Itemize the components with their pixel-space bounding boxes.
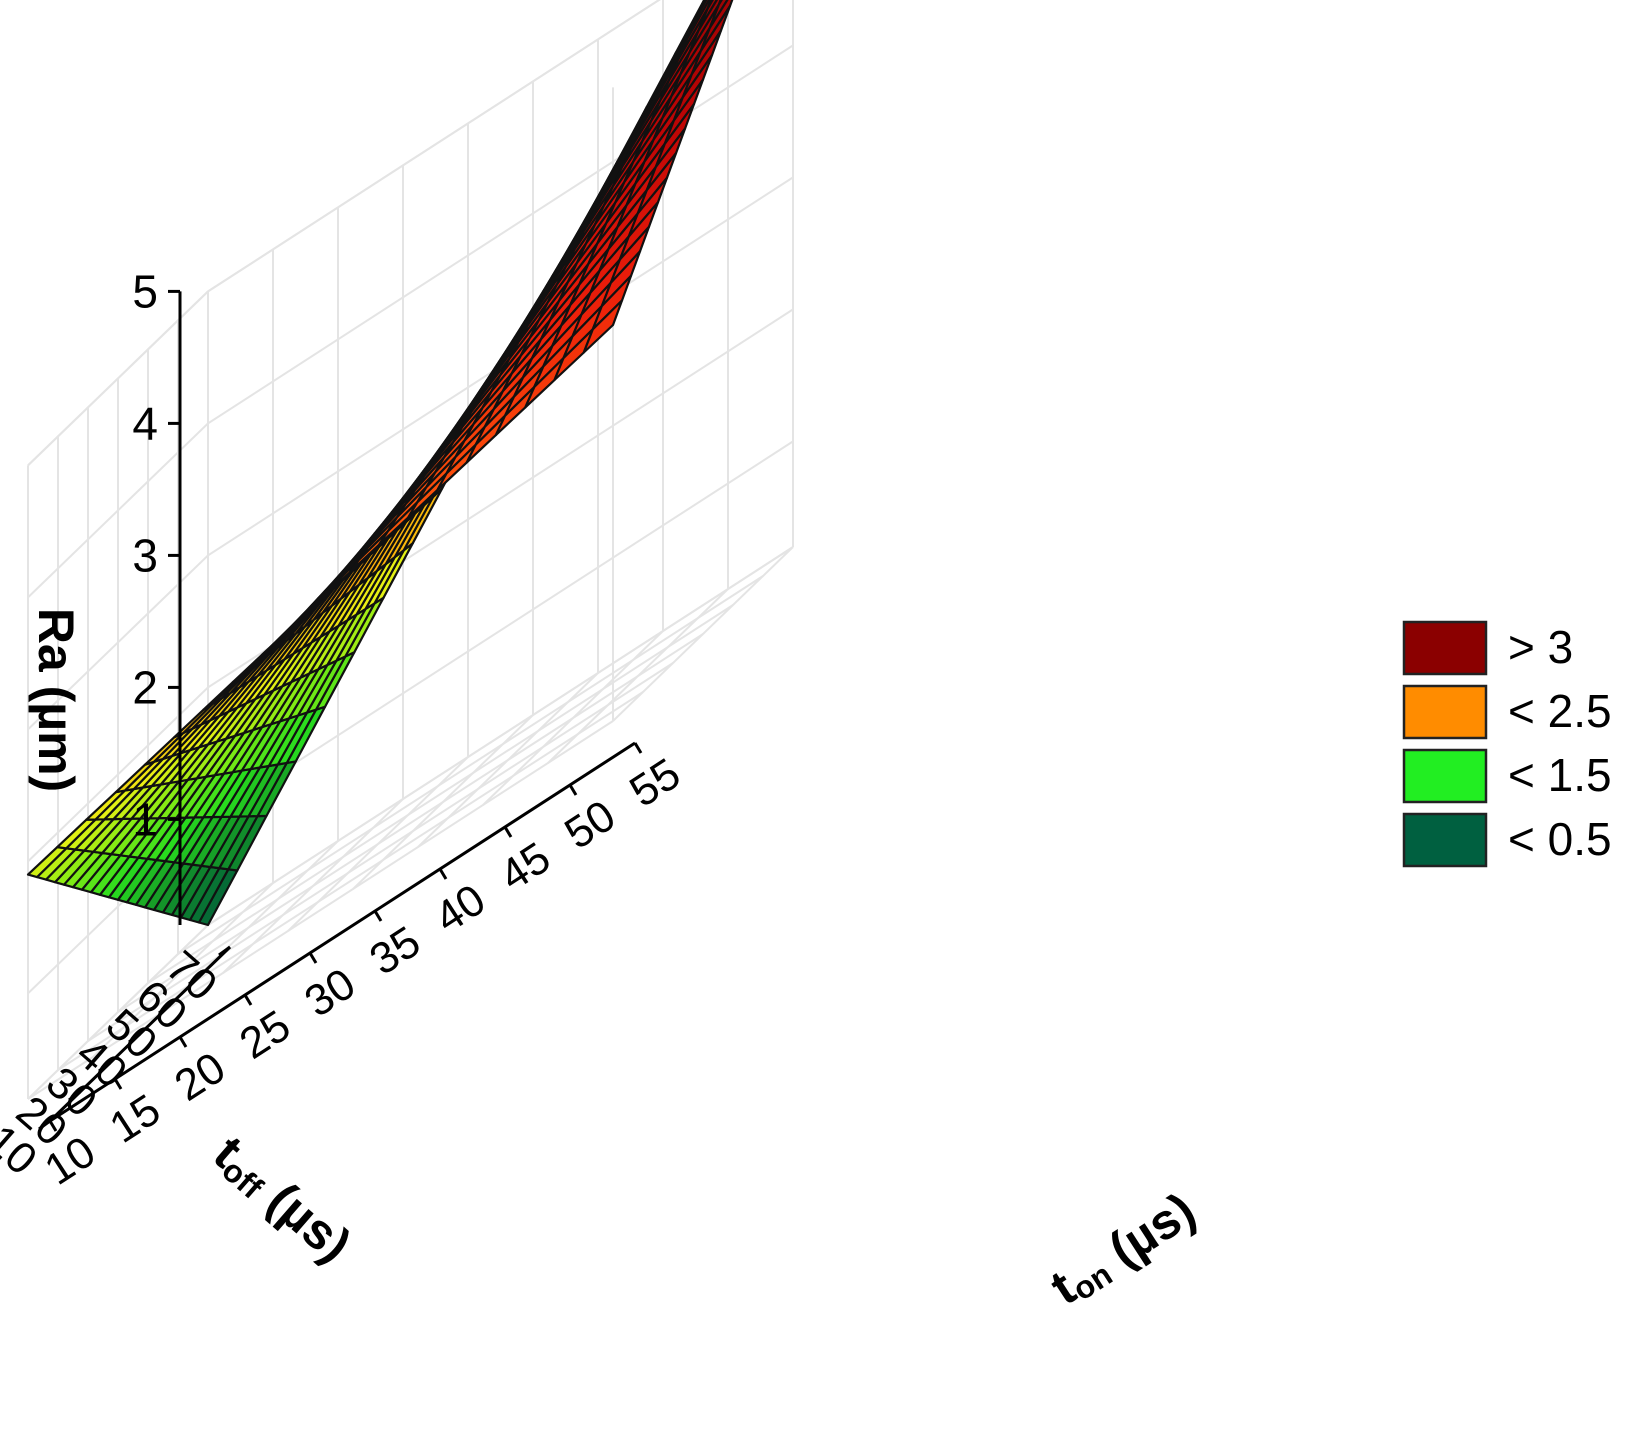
x-tick [48,1120,58,1132]
x-tick [568,784,578,796]
x-tick [113,1078,123,1090]
legend-label: < 2.5 [1508,685,1612,737]
grid-line [27,924,209,1100]
y-axis-title: toff (µs) [202,1125,361,1274]
wall-edge [27,290,209,467]
x-axis-line [49,741,636,1123]
grid-line [207,546,794,926]
grid-line [87,662,674,1042]
y-tick [38,1119,51,1131]
x-tick [243,994,253,1006]
grid-line [147,604,734,984]
legend-label: < 1.5 [1508,749,1612,801]
x-tick-label: 30 [296,959,364,1027]
z-tick-label: 5 [132,265,158,317]
x-tick-label: 25 [231,1001,299,1069]
y-tick [98,1061,111,1073]
grid-line [57,691,644,1071]
grid-line [177,575,764,955]
grid-line [117,633,704,1013]
legend-label: < 0.5 [1508,813,1612,865]
x-tick [438,868,448,880]
legend-swatch [1402,620,1488,676]
z-tick-label: 2 [132,661,158,713]
x-tick-label: 35 [361,917,429,985]
y-tick [68,1090,81,1102]
grid-line [352,714,534,890]
legend: > 3 < 2.5 < 1.5 < 0.5 [1402,620,1612,868]
grid-line [612,546,794,722]
grid-line [547,588,729,764]
x-tick-label: 20 [166,1043,234,1111]
grid-line [92,882,274,1058]
y-tick [158,1003,171,1015]
legend-swatch [1402,748,1488,804]
legend-label: > 3 [1508,621,1573,673]
x-tick-label: 55 [621,749,689,817]
legend-swatch [1402,684,1488,740]
x-tick [178,1036,188,1048]
grid-line [482,630,664,806]
z-tick-label: 4 [132,397,158,449]
z-tick-label: 1 [132,793,158,845]
x-tick-label: 40 [426,875,494,943]
surface-cell [582,299,624,354]
x-tick-label: 45 [491,833,559,901]
x-tick [633,742,643,754]
y-tick [218,945,231,957]
grid-line [287,756,469,932]
y-tick [188,974,201,986]
x-tick-label: 15 [101,1085,169,1153]
response-surface [26,0,734,927]
grid-line [27,308,794,863]
grid-line [417,672,599,848]
x-tick [373,910,383,922]
y-tick [128,1032,141,1044]
z-axis-title: Ra (µm) [28,608,84,792]
legend-swatch [1402,812,1488,868]
x-tick-label: 50 [556,791,624,859]
x-tick [308,952,318,964]
x-tick [503,826,513,838]
wall-edge [207,0,661,293]
grid-line [222,798,404,974]
z-tick-label: 3 [132,529,158,581]
grid-line [27,44,794,599]
grid-line [27,720,614,1100]
x-axis-title: ton (µs) [1041,1182,1206,1317]
grid-line [27,176,794,731]
